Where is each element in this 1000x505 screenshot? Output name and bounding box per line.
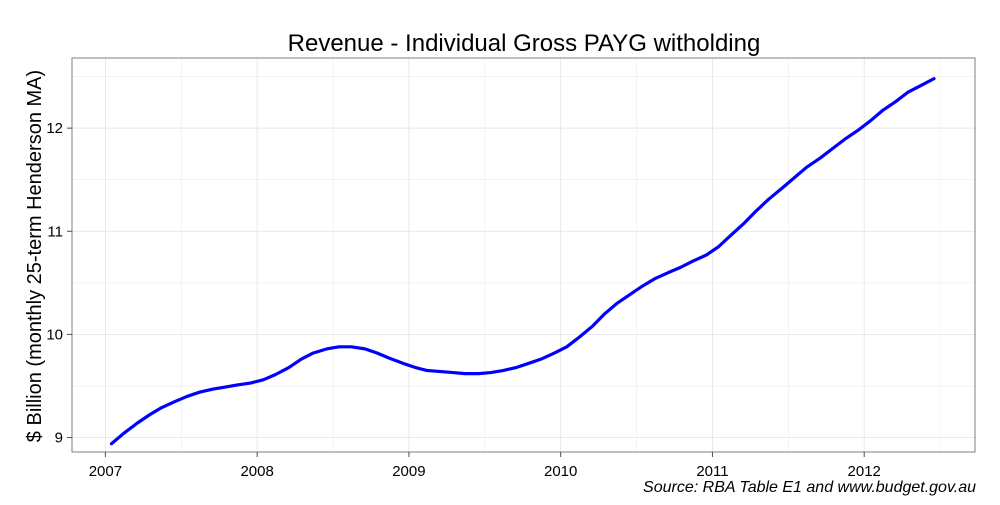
plot-background xyxy=(72,58,975,452)
plot-border xyxy=(71,57,976,453)
x-tick-label: 2010 xyxy=(544,463,577,480)
chart-title: Revenue - Individual Gross PAYG witholdi… xyxy=(288,30,761,57)
series-line xyxy=(109,77,936,446)
y-tick-label: 10 xyxy=(46,326,63,343)
x-tick-label: 2012 xyxy=(848,463,881,480)
y-tick-label: 9 xyxy=(55,430,63,447)
source-caption: Source: RBA Table E1 and www.budget.gov.… xyxy=(643,479,976,496)
x-tick-label: 2011 xyxy=(696,463,728,480)
y-tick-label: 12 xyxy=(46,120,63,137)
x-tick-label: 2007 xyxy=(89,463,122,480)
y-axis-label: $ Billion (monthly 25-term Henderson MA) xyxy=(24,70,46,442)
y-tick-label: 11 xyxy=(47,223,63,240)
x-tick-label: 2009 xyxy=(392,463,425,480)
series-layer xyxy=(109,77,936,446)
y-axis: 9 10 11 12 xyxy=(46,120,72,447)
x-axis: 2007 2008 2009 2010 2011 2012 xyxy=(89,452,881,480)
x-tick-label: 2008 xyxy=(240,463,273,480)
